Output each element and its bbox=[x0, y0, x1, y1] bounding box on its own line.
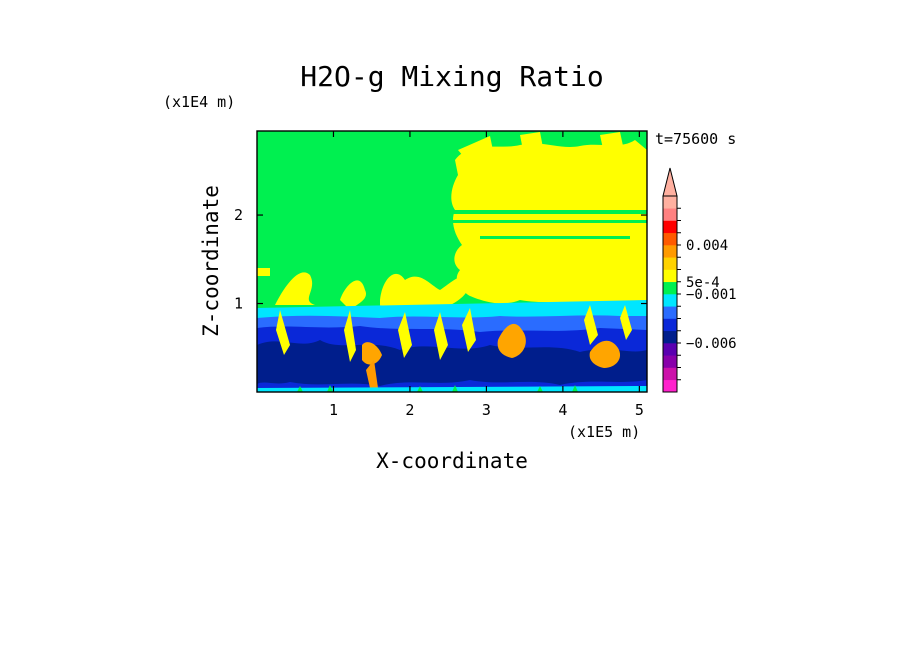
plot-frame bbox=[256, 130, 648, 393]
colorbar-segment-15 bbox=[663, 196, 677, 209]
colorbar-label-0: 0.004 bbox=[686, 238, 728, 254]
colorbar-label-3: −0.006 bbox=[686, 336, 737, 352]
colorbar-segment-9 bbox=[663, 269, 677, 283]
axes: 1 2 3 4 5 1 2 bbox=[234, 131, 647, 419]
field-surface-speckle bbox=[257, 386, 647, 392]
field-green-band-2 bbox=[452, 220, 647, 223]
colorbar-segment-1 bbox=[663, 367, 677, 381]
field-orange-3 bbox=[589, 340, 621, 368]
field-orange-tail bbox=[366, 360, 378, 388]
y-tick-label-1: 2 bbox=[234, 206, 243, 224]
y-axis-label: Z-coordinate bbox=[199, 185, 223, 337]
colorbar-segment-8 bbox=[663, 281, 677, 295]
colorbar-segment-7 bbox=[663, 294, 677, 307]
field-yellow-left bbox=[257, 268, 470, 310]
y-tick-label-0: 1 bbox=[234, 295, 243, 313]
colorbar-segment-3 bbox=[663, 343, 677, 356]
x-axis-label: X-coordinate bbox=[376, 449, 528, 473]
field-yellow-stalks bbox=[276, 305, 632, 362]
plot-area bbox=[256, 130, 648, 393]
chart-title: H2O-g Mixing Ratio bbox=[300, 60, 603, 93]
x-tick-label-0: 1 bbox=[329, 401, 338, 419]
colorbar-segment-5 bbox=[663, 318, 677, 332]
colorbar: 0.004 5e-4−0.001 −0.006 bbox=[662, 167, 737, 393]
x-unit-label: (x1E5 m) bbox=[568, 423, 640, 441]
colorbar-extend-arrow bbox=[662, 167, 678, 197]
colorbar-segment-14 bbox=[663, 208, 677, 221]
field-yellow-streaks bbox=[458, 132, 625, 170]
time-label: t=75600 s bbox=[655, 130, 736, 148]
y-unit-label: (x1E4 m) bbox=[163, 93, 235, 111]
x-tick-label-1: 2 bbox=[405, 401, 414, 419]
field-orange-2 bbox=[497, 323, 526, 358]
field-green-band-1 bbox=[452, 210, 647, 214]
colorbar-label-1: 5e-4 bbox=[686, 275, 720, 291]
colorbar-label-2: −0.001 bbox=[686, 287, 737, 303]
field-orange-1 bbox=[362, 342, 382, 365]
colorbar-segment-11 bbox=[663, 245, 677, 258]
x-tick-label-4: 5 bbox=[635, 401, 644, 419]
colorbar-segment-4 bbox=[663, 330, 677, 344]
colorbar-segment-0 bbox=[663, 379, 677, 393]
colorbar-segment-13 bbox=[663, 220, 677, 234]
x-tick-label-2: 3 bbox=[482, 401, 491, 419]
colorbar-segment-6 bbox=[663, 306, 677, 319]
colorbar-segment-12 bbox=[663, 232, 677, 246]
colorbar-segment-10 bbox=[663, 257, 677, 270]
colorbar-segment-2 bbox=[663, 355, 677, 368]
field-green-band-3 bbox=[480, 236, 630, 239]
x-tick-label-3: 4 bbox=[558, 401, 567, 419]
